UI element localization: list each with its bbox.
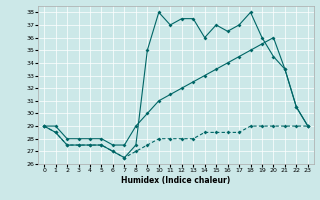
X-axis label: Humidex (Indice chaleur): Humidex (Indice chaleur) xyxy=(121,176,231,185)
